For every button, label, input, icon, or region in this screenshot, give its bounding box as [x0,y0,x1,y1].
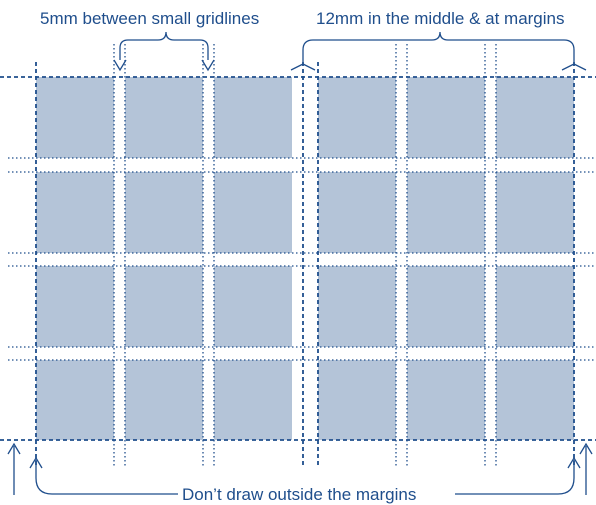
grid-cell-1-2 [36,172,114,253]
grid-cell-4-3 [318,266,396,347]
margins-arrow-left [29,456,43,469]
grid-cell-2-3 [125,266,203,347]
margins-bracket-right [455,460,575,495]
grid-cell-4-2 [318,172,396,253]
grid-cell-5-2 [407,172,485,253]
margin-gap-label: 12mm in the middle & at margins [316,9,565,29]
margins-arrow-right [567,456,581,469]
grid-cell-2-1 [125,77,203,158]
grid-cell-2-2 [125,172,203,253]
left-edge-arrow-head [7,442,21,455]
grid-cell-6-3 [496,266,574,347]
grid-cell-2-4 [125,360,203,440]
grid-cell-1-4 [36,360,114,440]
grid-cell-3-2 [214,172,292,253]
grid-cell-3-3 [214,266,292,347]
margins-warning-label: Don’t draw outside the margins [178,485,421,505]
small-gridline-gap-label: 5mm between small gridlines [40,9,260,29]
grid-cell-3-4 [214,360,292,440]
grid-cell-6-2 [496,172,574,253]
grid-cell-1-1 [36,77,114,158]
small-gap-bracket [119,31,209,60]
grid-cell-6-4 [496,360,574,440]
large-gap-arrow-left [290,63,316,71]
grid-cell-5-4 [407,360,485,440]
large-gap-arrow-right [561,63,587,71]
right-edge-arrow-head [579,442,593,455]
small-gap-arrow-left [113,59,127,72]
grid-cell-1-3 [36,266,114,347]
grid-cell-5-3 [407,266,485,347]
grid-cell-4-4 [318,360,396,440]
grid-cell-3-1 [214,77,292,158]
margins-bracket-left [35,460,178,495]
grid-cell-4-1 [318,77,396,158]
large-gap-bracket [302,31,575,62]
grid-cell-5-1 [407,77,485,158]
grid-cell-6-1 [496,77,574,158]
small-gap-arrow-right [201,59,215,72]
